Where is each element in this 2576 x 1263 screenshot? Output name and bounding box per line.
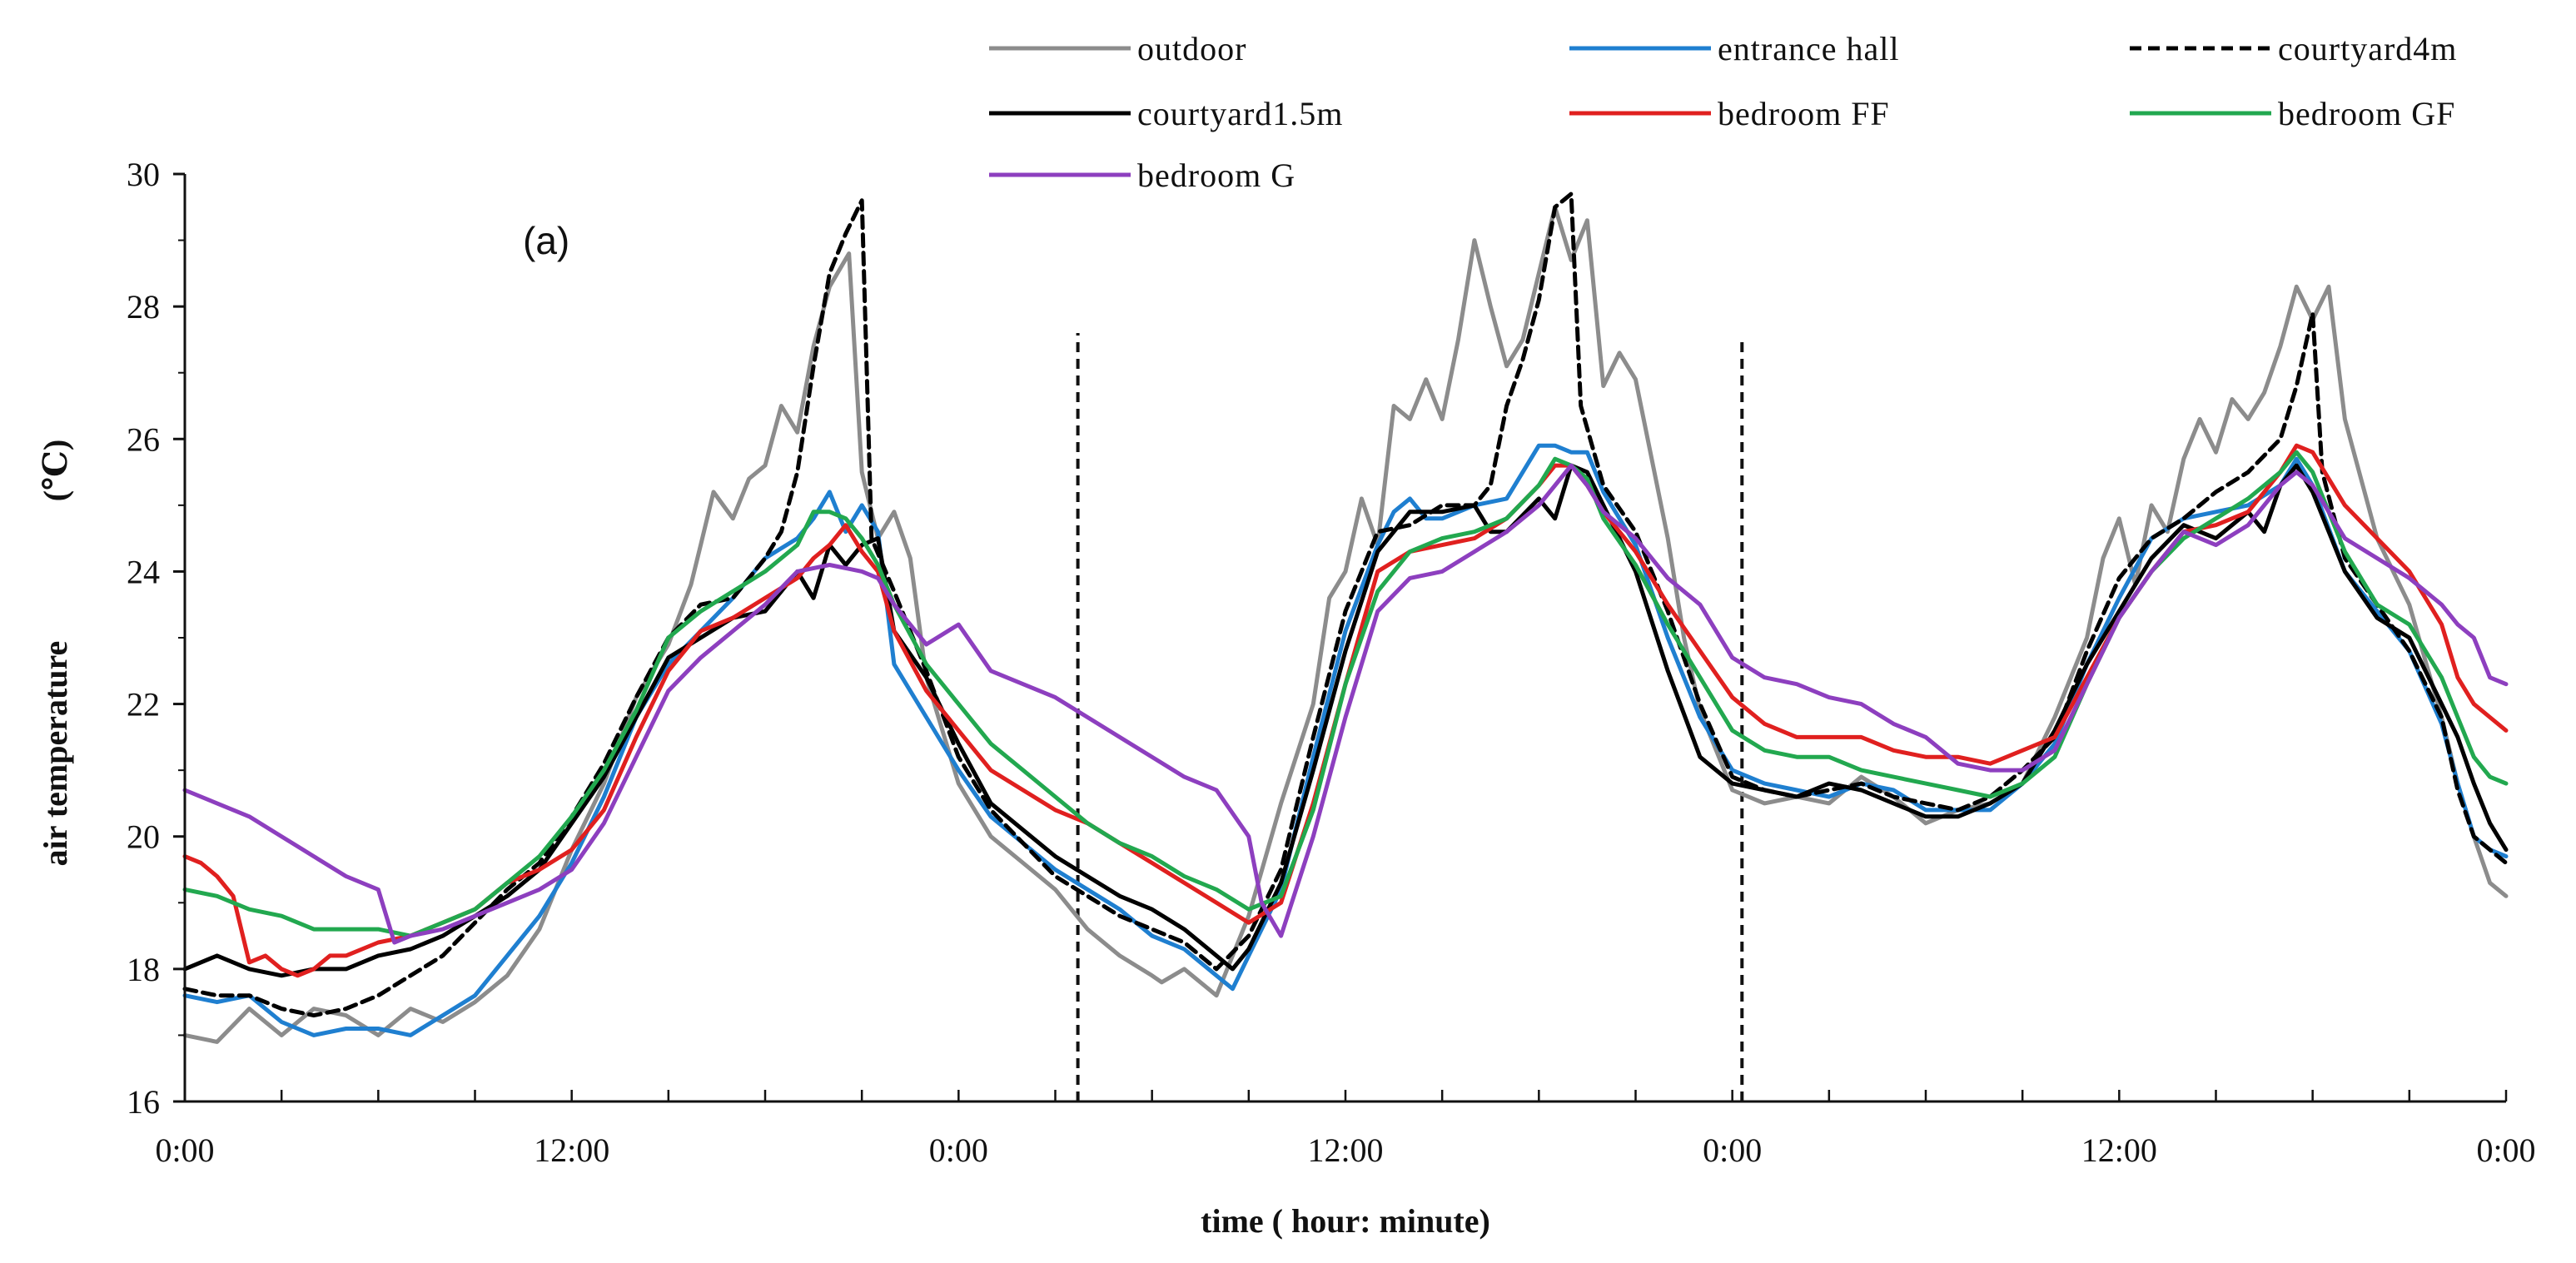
x-ticks: 0:00 12:00 0:00 12:00 0:00 12:00 0:00 [155,1090,2536,1169]
series-line-courtyard1-5m [182,463,2509,978]
x-tick-label: 12:00 [2081,1131,2157,1169]
series-line-bedroom-gf [182,450,2509,938]
y-tick-label: 26 [127,420,160,458]
legend-label: outdoor [1137,30,1246,67]
x-axis-title: time ( hour: minute) [1201,1202,1490,1240]
panel-label: (a) [523,219,569,262]
y-tick-label: 20 [127,818,160,856]
series-line-courtyard4m [182,191,2509,1018]
legend-label: bedroom GF [2278,95,2455,132]
y-tick-label: 16 [127,1083,160,1121]
legend: outdoor entrance hall courtyard4m courtyard… [989,30,2457,194]
y-ticks: 16 18 20 22 24 26 28 30 [127,156,185,1121]
series-line-bedroom-g [182,463,2509,945]
y-tick-label: 24 [127,553,160,590]
y-tick-label: 30 [127,156,160,193]
legend-label: courtyard4m [2278,30,2457,67]
day-dividers [1076,332,1744,1101]
x-tick-label: 12:00 [1307,1131,1383,1169]
legend-label: bedroom FF [1718,95,1890,132]
y-tick-label: 22 [127,686,160,723]
legend-label: courtyard1.5m [1137,95,1343,132]
legend-label: bedroom G [1137,157,1295,194]
y-tick-label: 28 [127,288,160,326]
y-axis-unit: (℃) [37,440,74,502]
legend-label: entrance hall [1718,30,1899,67]
x-tick-label: 12:00 [534,1131,609,1169]
x-tick-label: 0:00 [1703,1131,1762,1169]
x-tick-label: 0:00 [155,1131,214,1169]
x-tick-label: 0:00 [2476,1131,2535,1169]
y-tick-label: 18 [127,951,160,988]
series-line-outdoor [182,205,2509,1044]
y-axis-title: air temperature [37,641,74,867]
x-tick-label: 0:00 [929,1131,988,1169]
series-layer [182,191,2509,1044]
y-axis-title-group: air temperature (℃) [37,440,74,867]
